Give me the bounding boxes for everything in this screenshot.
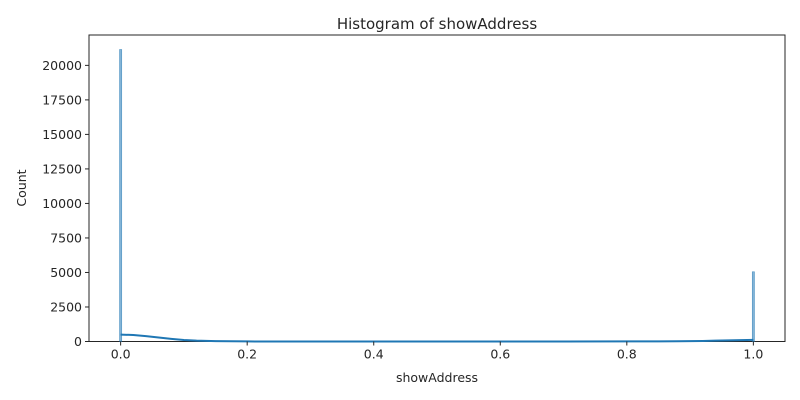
kde-line xyxy=(120,333,754,343)
kde-curve xyxy=(120,333,754,343)
x-axis-label: showAddress xyxy=(396,370,478,385)
y-tick-label: 10000 xyxy=(42,196,82,211)
y-tick-label: 5000 xyxy=(50,265,82,280)
y-tick-label: 2500 xyxy=(50,299,82,314)
y-tick-label: 20000 xyxy=(42,58,82,73)
x-tick-label: 0.8 xyxy=(617,347,637,362)
y-axis-ticks: 0 2500 5000 7500 10000 12500 15000 17500 20000 xyxy=(42,58,89,349)
y-tick-label: 17500 xyxy=(42,92,82,107)
bars xyxy=(119,49,755,342)
x-tick-label: 0.4 xyxy=(364,347,384,362)
bar-0 xyxy=(119,49,123,342)
y-tick-label: 7500 xyxy=(50,230,82,245)
x-tick-label: 0.0 xyxy=(111,347,131,362)
y-tick-label: 15000 xyxy=(42,127,82,142)
y-tick-label: 0 xyxy=(74,334,82,349)
chart-title: Histogram of showAddress xyxy=(337,15,537,33)
x-tick-label: 1.0 xyxy=(743,347,763,362)
plot-frame xyxy=(88,34,786,342)
y-axis-label: Count xyxy=(14,169,29,206)
plot-area xyxy=(88,34,786,342)
x-axis-ticks: 0.0 0.2 0.4 0.6 0.8 1.0 xyxy=(111,341,763,362)
x-tick-label: 0.6 xyxy=(490,347,510,362)
bar-1 xyxy=(751,271,755,342)
y-tick-label: 12500 xyxy=(42,161,82,176)
x-tick-label: 0.2 xyxy=(237,347,257,362)
